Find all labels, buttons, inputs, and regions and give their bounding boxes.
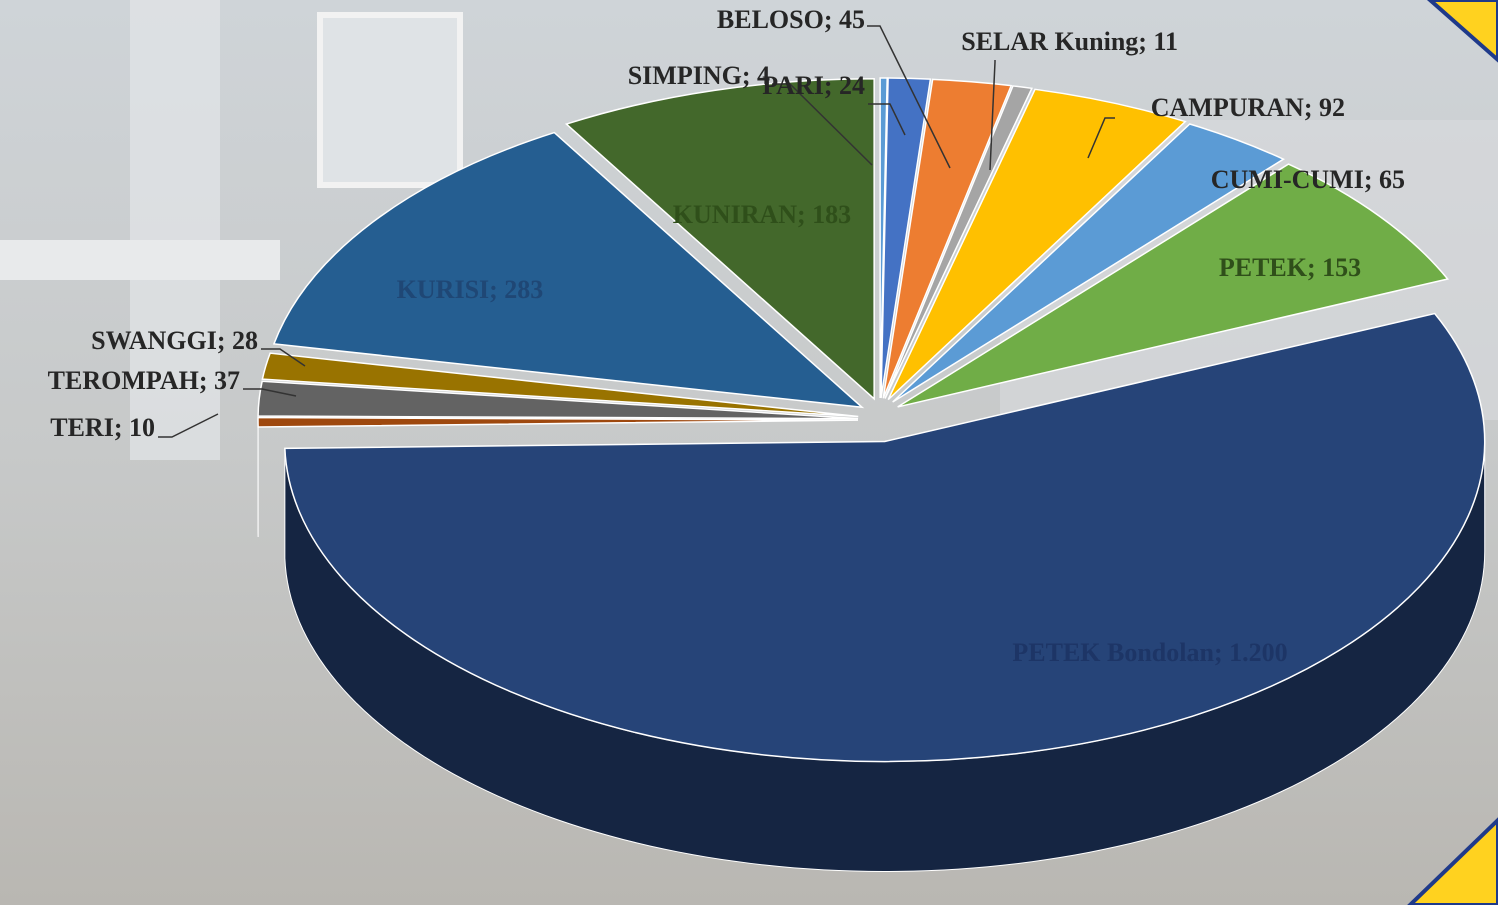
data-label: KUNIRAN; 183 (673, 200, 851, 229)
data-label: SWANGGI; 28 (91, 326, 258, 355)
data-label: CAMPURAN; 92 (1151, 93, 1345, 122)
background-canopy (0, 240, 280, 280)
data-label: TEROMPAH; 37 (48, 366, 240, 395)
data-label: SIMPING; 4 (628, 61, 770, 90)
data-label: PARI; 24 (762, 71, 865, 100)
pie (258, 78, 1485, 871)
background-window (320, 15, 460, 185)
chart: SIMPING; 4PARI; 24 BELOSO; 45 SELAR Kuning… (0, 0, 1498, 905)
data-label: PETEK Bondolan; 1.200 (1012, 638, 1287, 667)
data-label: TERI; 10 (50, 413, 155, 442)
data-label: CUMI-CUMI; 65 (1211, 165, 1405, 194)
data-label: PETEK; 153 (1219, 253, 1361, 282)
data-label: SELAR Kuning; 11 (961, 27, 1178, 56)
data-label: BELOSO; 45 (717, 5, 865, 34)
data-label: KURISI; 283 (397, 275, 544, 304)
